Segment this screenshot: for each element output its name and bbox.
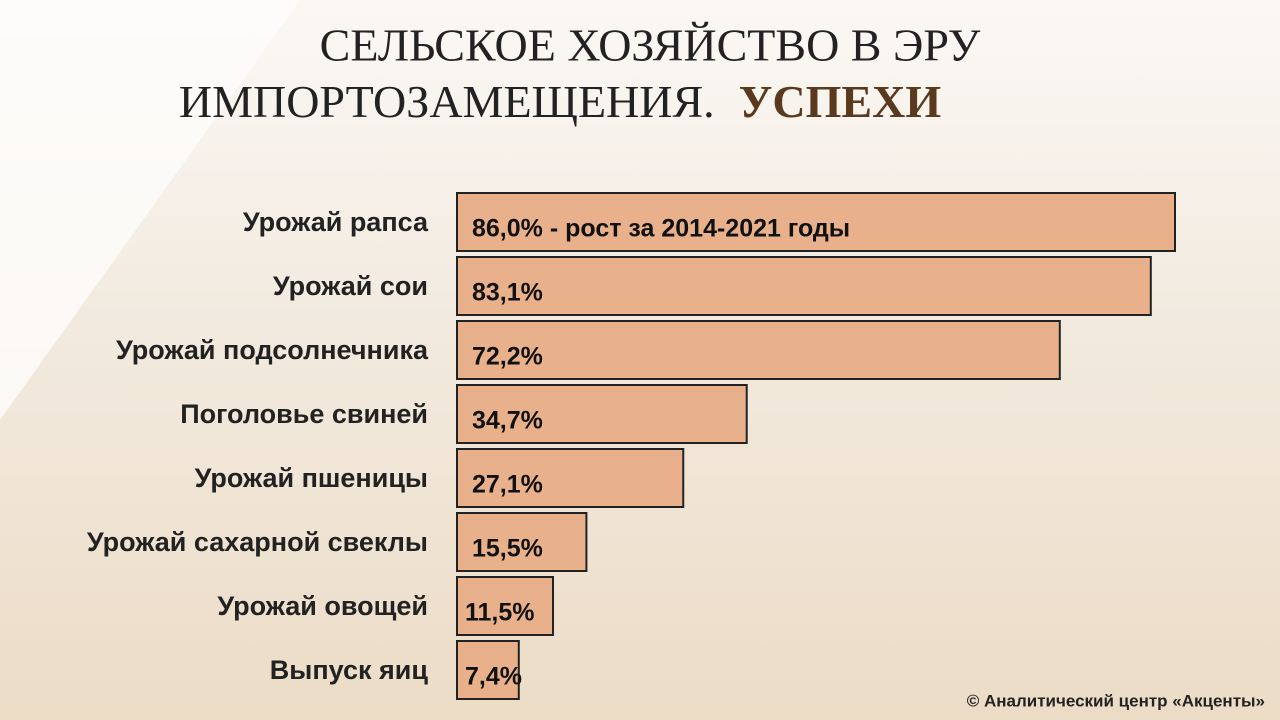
- value-label: 15,5%: [472, 535, 543, 563]
- source: © Аналитический центр «Акценты»: [967, 691, 1265, 710]
- bar: [456, 192, 1176, 252]
- value-label: 11,5%: [465, 599, 535, 627]
- bar: [456, 512, 588, 572]
- category-label: Урожай сахарной свеклы: [87, 527, 428, 557]
- bar: [456, 384, 748, 444]
- category-label: Урожай подсолнечника: [116, 335, 429, 365]
- decor: [0, 0, 300, 420]
- value-label: 83,1%: [472, 279, 543, 307]
- value-label: 34,7%: [472, 407, 543, 435]
- value-label: 72,2%: [472, 343, 543, 371]
- value-label: 7,4%: [465, 663, 522, 691]
- category-label: Поголовье свиней: [180, 399, 428, 429]
- value-label: 27,1%: [472, 471, 543, 499]
- bar: [456, 640, 520, 700]
- chart-title-line: ИМПОРТОЗАМЕЩЕНИЯ. УСПЕХИ: [179, 76, 941, 127]
- bar: [456, 448, 685, 508]
- category-label: Урожай сои: [273, 271, 428, 301]
- category-label: Урожай овощей: [217, 591, 428, 621]
- category-label: Урожай рапса: [243, 207, 429, 237]
- title-line2: ИМПОРТОЗАМЕЩЕНИЯ.: [179, 76, 715, 127]
- bar: [456, 320, 1061, 380]
- bar: [456, 576, 555, 636]
- bar: [456, 256, 1152, 316]
- category-label: Выпуск яиц: [270, 655, 429, 685]
- value-label: 86,0% - рост за 2014-2021 годы: [472, 215, 850, 243]
- title-highlight: УСПЕХИ: [739, 76, 942, 127]
- chart-title: СЕЛЬСКОЕ ХОЗЯЙСТВО В ЭРУ: [320, 20, 981, 71]
- category-label: Урожай пшеницы: [195, 463, 428, 493]
